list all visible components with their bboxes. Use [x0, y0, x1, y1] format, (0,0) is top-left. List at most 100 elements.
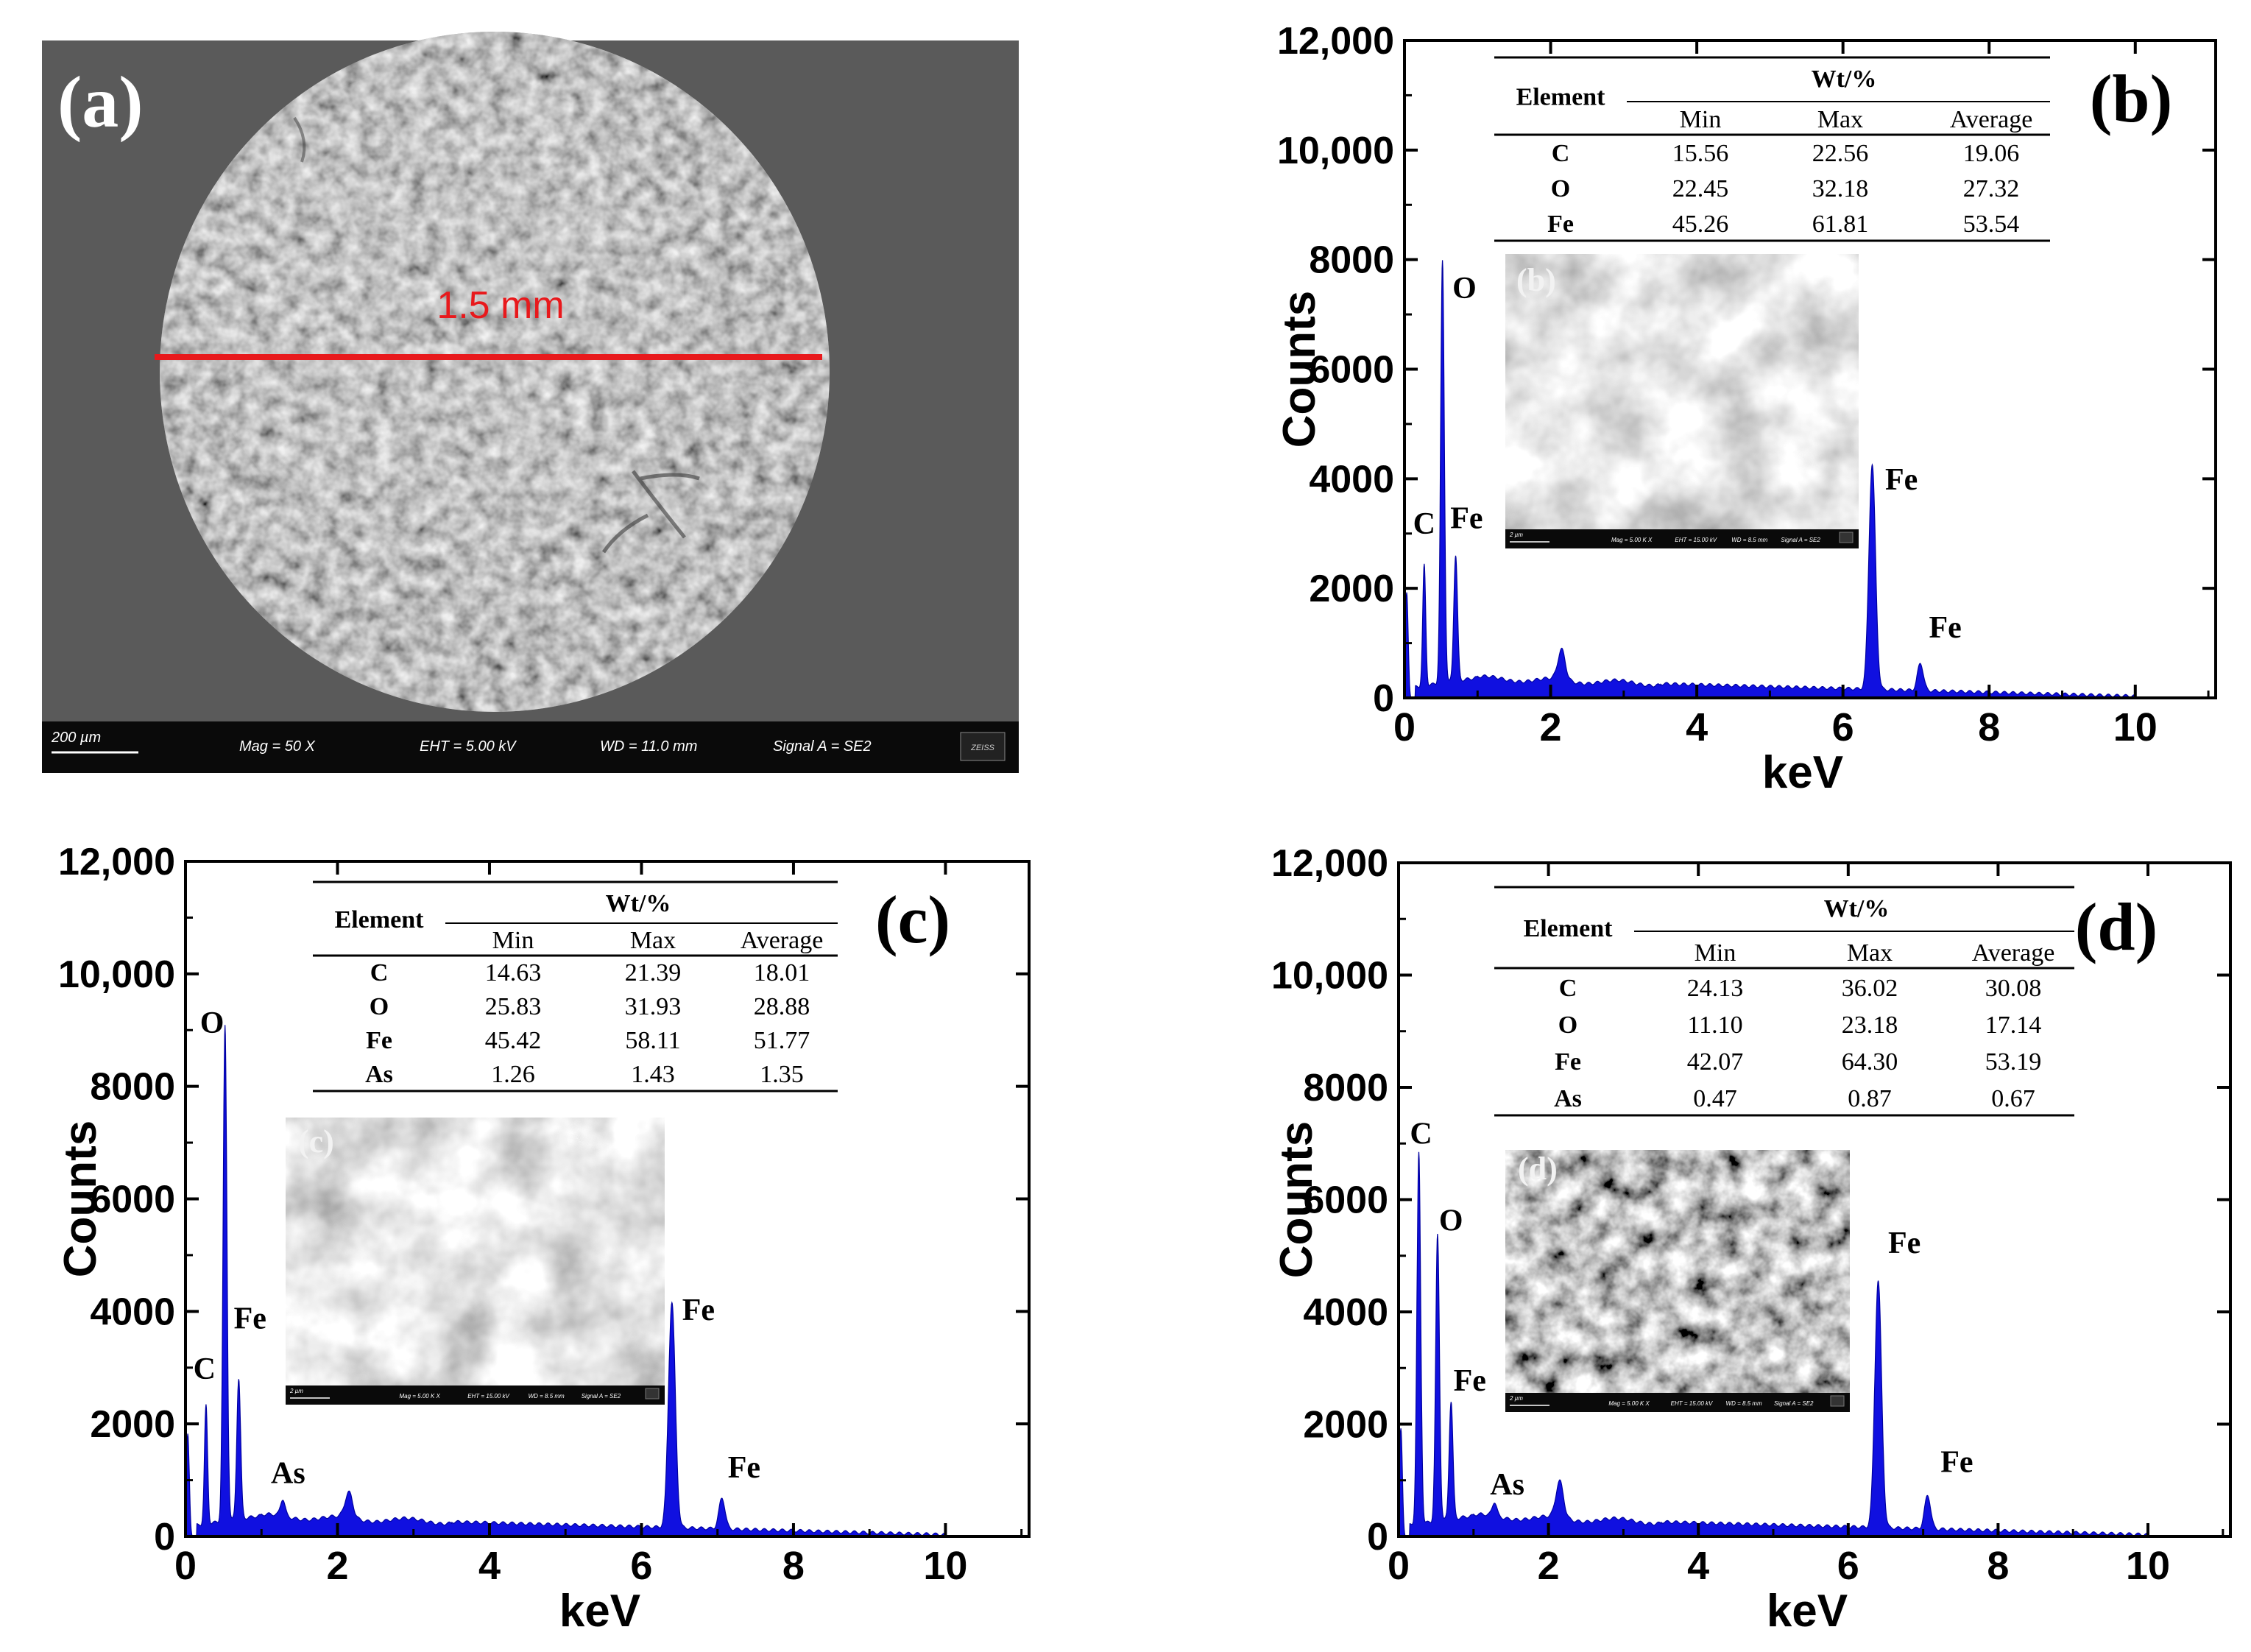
table-cell-element: Fe [1547, 211, 1574, 238]
table-header-group: Wt/% [1812, 66, 1877, 93]
table-cell-element: C [1559, 975, 1577, 1002]
peak-label: As [271, 1456, 305, 1490]
x-tick-label: 6 [1837, 1544, 1859, 1588]
table-header-group: Wt/% [606, 890, 671, 917]
table-column-header: Min [1695, 939, 1736, 967]
table-column-header: Average [1950, 106, 2033, 133]
y-tick-label: 12,000 [1277, 20, 1394, 63]
inset-wd-text: WD = 8.5 mm [1726, 1400, 1762, 1407]
y-tick-label: 8000 [1309, 239, 1394, 282]
chart-panel-c: 0 2 4 6 8 10 0 2000 4000 6000 8000 10,000 12,000 keV C… [55, 841, 1031, 1637]
x-axis-label: keV [1767, 1586, 1848, 1637]
inset-wd-text: WD = 8.5 mm [1731, 537, 1767, 543]
peak-label: O [200, 1006, 225, 1040]
table-cell-min: 24.13 [1687, 975, 1744, 1002]
table-cell-max: 22.56 [1812, 140, 1869, 167]
inset-signal-text: Signal A = SE2 [1781, 537, 1820, 543]
sem-scale-text: 200 µm [51, 730, 101, 746]
spectrum-area-b [1404, 260, 2140, 699]
table-cell-min: 14.63 [485, 959, 542, 986]
x-axis-label: keV [1762, 747, 1843, 798]
table-cell-element: O [1551, 175, 1570, 202]
inset-mag-text: Mag = 5.00 K X [1611, 537, 1653, 543]
y-tick-label: 2000 [1303, 1404, 1388, 1447]
x-tick-label: 2 [326, 1544, 348, 1588]
table-cell-average: 27.32 [1963, 175, 2020, 202]
peak-label: Fe [1929, 611, 1962, 645]
table-cell-max: 31.93 [625, 993, 682, 1020]
table-cell-average: 1.35 [760, 1061, 804, 1088]
y-tick-label: 10,000 [58, 953, 175, 996]
y-tick-label: 6000 [1309, 349, 1394, 392]
panel-label-d: (d) [2075, 889, 2158, 964]
x-tick-label: 8 [1987, 1544, 2009, 1588]
y-tick-label: 2000 [90, 1403, 175, 1446]
x-tick-label: 10 [923, 1544, 967, 1588]
y-tick-label: 10,000 [1277, 130, 1394, 172]
y-axis-label: Counts [1274, 291, 1325, 448]
y-tick-label: 4000 [1303, 1291, 1388, 1334]
inset-signal-text: Signal A = SE2 [1774, 1400, 1814, 1407]
y-axis-label: Counts [55, 1120, 106, 1278]
sem-wd-text: WD = 11.0 mm [600, 738, 697, 755]
table-cell-average: 0.67 [1991, 1085, 2035, 1112]
table-cell-element: Fe [1555, 1048, 1581, 1076]
table-header-element: Element [1516, 84, 1606, 111]
x-tick-label: 10 [2126, 1544, 2170, 1588]
table-cell-max: 1.43 [631, 1061, 675, 1088]
x-tick-label: 8 [782, 1544, 805, 1588]
peak-label: Fe [1454, 1364, 1486, 1398]
table-cell-average: 53.54 [1963, 211, 2020, 238]
inset-info-bar [1505, 529, 1859, 548]
inset-texture [1505, 254, 1859, 548]
table-cell-average: 17.14 [1985, 1012, 2042, 1039]
table-header-element: Element [335, 906, 425, 933]
y-tick-label: 0 [1373, 677, 1394, 720]
y-tick-label: 12,000 [58, 841, 175, 883]
table-cell-average: 51.77 [754, 1027, 810, 1054]
inset-logo [1830, 1395, 1845, 1407]
table-column-header: Min [492, 927, 534, 954]
table-cell-min: 22.45 [1672, 175, 1729, 202]
table-header-group: Wt/% [1824, 895, 1890, 922]
table-cell-max: 21.39 [625, 959, 682, 986]
inset-scale-text: 2 µm [1509, 1395, 1523, 1402]
sem-sphere [160, 32, 830, 712]
peak-label: Fe [1450, 501, 1483, 535]
x-tick-label: 0 [1388, 1544, 1410, 1588]
x-tick-label: 0 [174, 1544, 197, 1588]
x-tick-label: 8 [1978, 705, 2000, 749]
inset-signal-text: Signal A = SE2 [582, 1393, 621, 1399]
inset-texture [1505, 1150, 1850, 1412]
table-header-element: Element [1524, 915, 1614, 942]
sem-mag-text: Mag = 50 X [239, 738, 316, 755]
inset-eht-text: EHT = 15.00 kV [1675, 537, 1717, 543]
panel-label-b: (b) [2090, 61, 2172, 136]
inset-logo [1839, 532, 1854, 543]
y-tick-label: 12,000 [1271, 842, 1388, 885]
inset-info-bar [1505, 1393, 1850, 1412]
inset-label-c: (c) [298, 1123, 334, 1159]
eds-charts: 0 2 4 6 8 10 0 2000 4000 6000 8000 10,000 12,000 keV C… [55, 20, 2232, 1637]
inset-wd-text: WD = 8.5 mm [529, 1393, 565, 1399]
x-tick-label: 6 [1832, 705, 1854, 749]
peak-label: O [1452, 272, 1477, 306]
peak-label: Fe [234, 1302, 266, 1335]
y-tick-label: 8000 [90, 1066, 175, 1109]
peak-label: Fe [682, 1293, 715, 1327]
table-cell-average: 53.19 [1985, 1048, 2042, 1076]
peak-label: Fe [1888, 1226, 1920, 1260]
x-tick-label: 4 [1687, 1544, 1709, 1588]
table-cell-min: 45.42 [485, 1027, 542, 1054]
peak-label: Fe [728, 1451, 760, 1485]
peak-label: Fe [1885, 463, 1918, 497]
inset-scale-text: 2 µm [289, 1388, 303, 1394]
composition-table-c: Element Wt/% Min Max Average C 14.63 21.39 18.01… [313, 880, 838, 1092]
y-tick-label: 0 [154, 1516, 175, 1559]
spectrum-area-d [1398, 1151, 2153, 1537]
chart-panel-d: 0 2 4 6 8 10 0 2000 4000 6000 8000 10,000 12,000 keV C… [1271, 842, 2232, 1637]
panel-a-sem-image: 1.5 mm (a) 200 µm Mag = 50 X EHT = 5.00 … [42, 32, 1019, 773]
table-cell-element: O [370, 993, 389, 1020]
table-cell-element: C [370, 959, 389, 986]
